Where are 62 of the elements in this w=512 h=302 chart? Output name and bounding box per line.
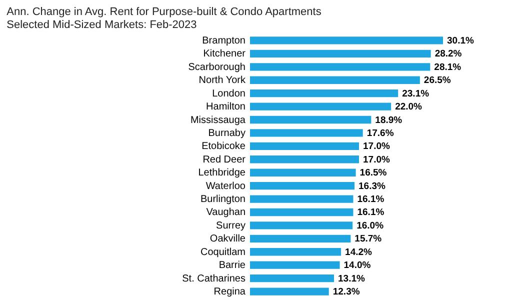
- y-tick-label: Lethbridge: [198, 168, 246, 179]
- bar: [250, 102, 392, 110]
- y-tick-label: Kitchener: [203, 48, 246, 60]
- bar: [250, 50, 431, 58]
- y-tick-label: Coquitlam: [200, 246, 246, 258]
- bar: [250, 274, 334, 282]
- bar: [250, 63, 430, 71]
- bar: [250, 261, 340, 269]
- data-label: 22.0%: [395, 102, 423, 113]
- y-tick-label: Brampton: [202, 35, 246, 46]
- chart-title: Ann. Change in Avg. Rent for Purpose-built & Condo Apartments: [6, 6, 322, 18]
- bar: [250, 208, 354, 216]
- y-tick-label: St. Catharines: [182, 273, 246, 284]
- data-label: 14.2%: [345, 246, 373, 258]
- y-tick-label: North York: [198, 75, 246, 86]
- data-label: 30.1%: [447, 35, 474, 46]
- data-label: 28.2%: [434, 48, 462, 60]
- y-tick-label: Waterloo: [206, 180, 246, 192]
- bar: [250, 129, 363, 137]
- data-label: 16.5%: [360, 168, 388, 179]
- data-label: 18.9%: [375, 114, 403, 126]
- data-label: 14.0%: [344, 260, 372, 272]
- y-tick-label: Etobicoke: [202, 141, 246, 152]
- bar: [250, 116, 372, 124]
- data-label: 16.3%: [358, 180, 386, 192]
- y-tick-label: Regina: [214, 286, 246, 298]
- data-label: 16.1%: [357, 194, 385, 206]
- y-tick-label: Scarborough: [188, 62, 246, 73]
- text: Selected Mid-Sized Markets: Feb-2023: [6, 19, 197, 31]
- bar: [250, 142, 360, 150]
- data-label: 23.1%: [402, 88, 430, 100]
- y-tick-label: Surrey: [216, 220, 246, 232]
- data-label: 16.1%: [357, 207, 385, 218]
- bar: [250, 89, 398, 98]
- bar: [250, 234, 351, 243]
- bar: [250, 168, 356, 176]
- y-tick-label: London: [212, 88, 246, 100]
- bar: [250, 222, 353, 230]
- data-label: 16.0%: [356, 220, 384, 232]
- bar: [250, 248, 342, 256]
- y-tick-label: Barrie: [218, 260, 246, 272]
- bar: [250, 195, 354, 203]
- y-tick-label: Burlington: [200, 194, 246, 206]
- bar: [250, 182, 355, 190]
- y-tick-label: Oakville: [210, 234, 246, 245]
- bar: [250, 156, 360, 164]
- bar: [250, 36, 443, 44]
- y-tick-label: Red Deer: [202, 154, 246, 166]
- data-label: 15.7%: [354, 234, 382, 245]
- data-label: 12.3%: [332, 286, 360, 298]
- data-label: 26.5%: [424, 75, 452, 86]
- bar: [250, 76, 420, 84]
- data-label: 17.0%: [363, 154, 390, 166]
- data-label: 13.1%: [338, 273, 366, 284]
- y-tick-label: Burnaby: [208, 128, 246, 139]
- bar: [250, 288, 329, 296]
- data-label: 28.1%: [434, 62, 462, 73]
- y-tick-label: Vaughan: [206, 207, 246, 218]
- data-label: 17.0%: [363, 141, 390, 152]
- y-tick-label: Mississauga: [190, 114, 246, 126]
- y-tick-label: Hamilton: [206, 102, 246, 113]
- data-label: 17.6%: [366, 128, 394, 139]
